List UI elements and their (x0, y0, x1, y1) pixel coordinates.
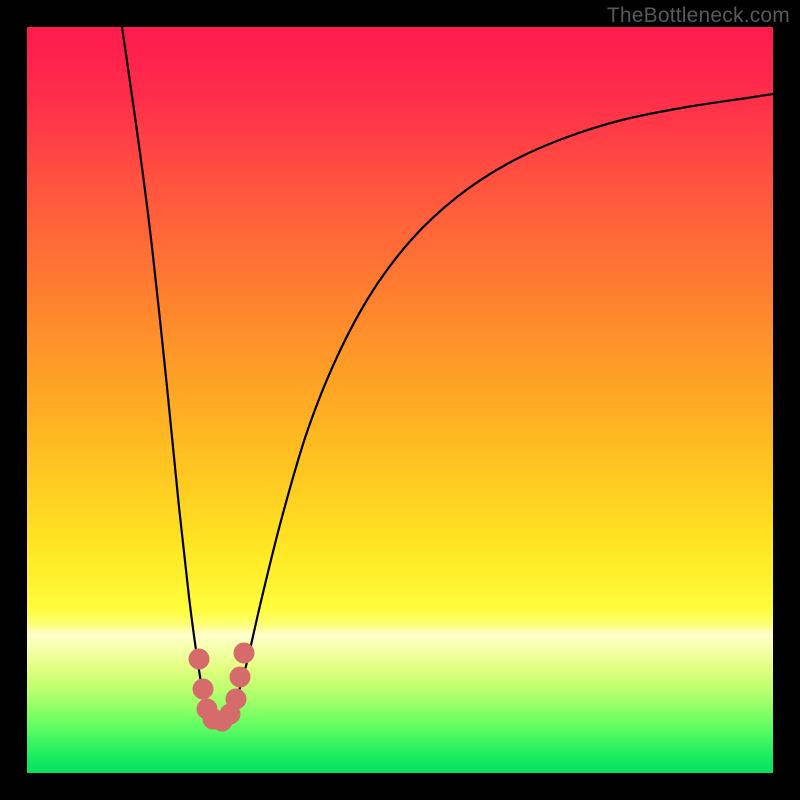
data-marker (193, 679, 214, 700)
data-marker (226, 689, 247, 710)
data-marker (234, 643, 255, 664)
watermark-text: TheBottleneck.com (607, 4, 790, 28)
plot-area (27, 27, 773, 773)
curve-layer (27, 27, 773, 773)
data-marker (230, 667, 251, 688)
bottleneck-curve (122, 27, 773, 721)
data-marker (189, 649, 210, 670)
chart-frame: TheBottleneck.com (0, 0, 800, 800)
